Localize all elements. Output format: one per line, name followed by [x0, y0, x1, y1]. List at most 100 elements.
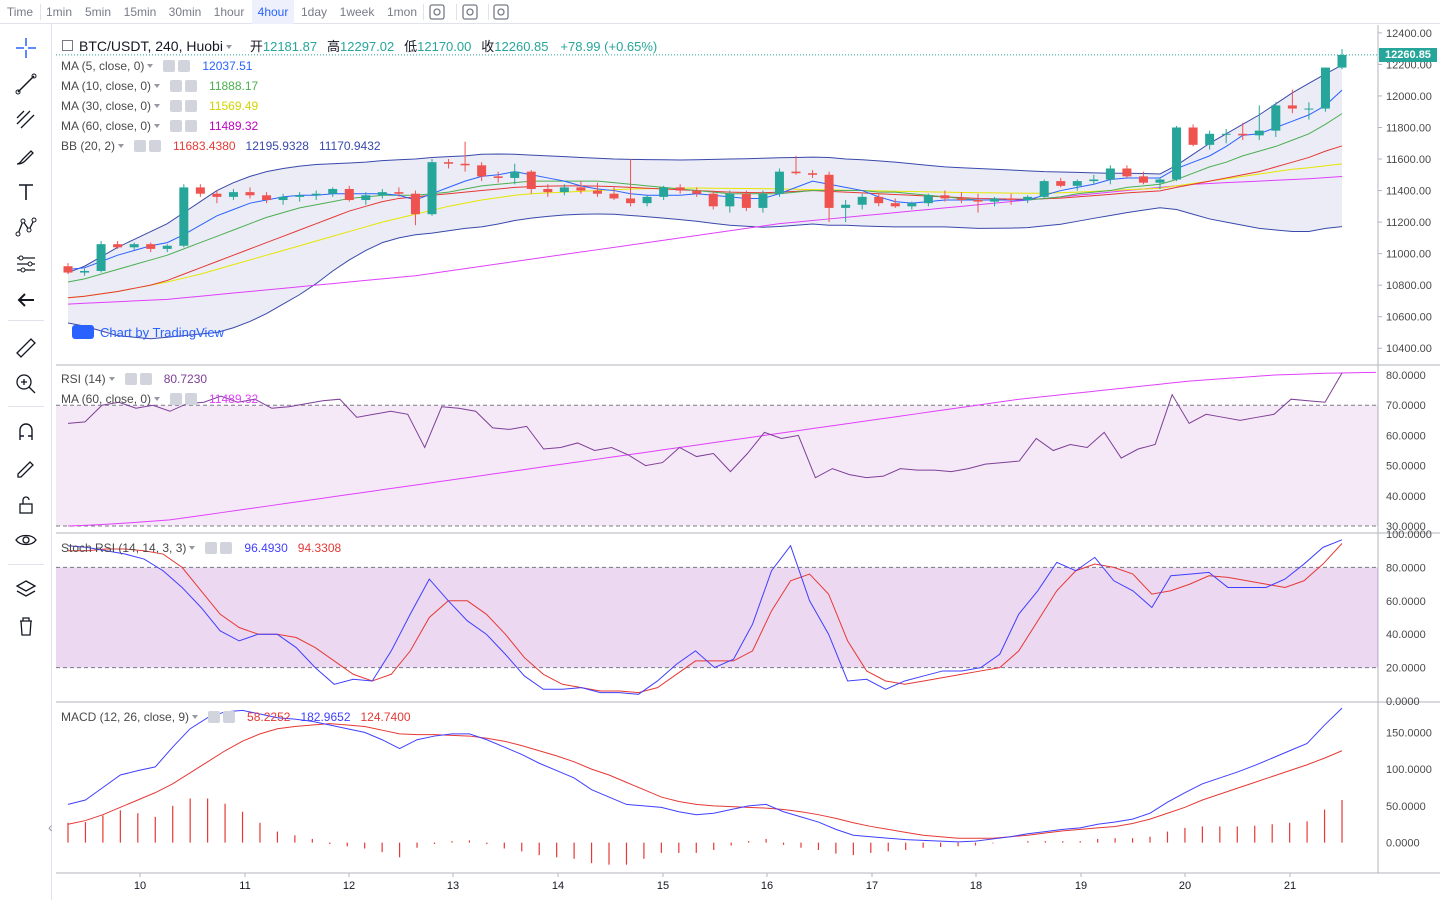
timeframe-4hour[interactable]: 4hour: [252, 0, 294, 24]
settings-icon[interactable]: [170, 120, 183, 132]
legend-stoch-rsi[interactable]: Stoch RSI (14, 14, 3, 3) 96.4930 94.3308: [61, 541, 341, 555]
settings-icon[interactable]: [208, 711, 221, 723]
chevron-down-icon[interactable]: [154, 104, 161, 108]
timeframe-1day[interactable]: 1day: [300, 5, 328, 19]
rsi-axis-label: 80.0000: [1386, 370, 1426, 382]
chevron-down-icon[interactable]: [189, 546, 196, 550]
text-tool-icon[interactable]: [12, 178, 40, 206]
screenshot-icon[interactable]: [491, 2, 511, 22]
close-label: 收: [481, 39, 495, 54]
settings-icon[interactable]: [134, 140, 147, 152]
time-axis-label: 10: [134, 880, 146, 892]
rsi-axis-label: 70.0000: [1386, 400, 1426, 412]
timeframe-30min[interactable]: 30min: [168, 5, 202, 19]
timeframe-1week[interactable]: 1week: [339, 5, 375, 19]
chevron-down-icon[interactable]: [154, 397, 161, 401]
scroll-left-icon: ‹: [48, 819, 53, 835]
legend-macd[interactable]: MACD (12, 26, close, 9) 58.2252 182.9652 12…: [61, 710, 411, 724]
zoom-in-icon[interactable]: [12, 370, 40, 398]
price-axis-label: 11800.00: [1386, 122, 1431, 134]
collapse-icon[interactable]: [62, 40, 73, 51]
stoch-axis-label: 40.0000: [1386, 629, 1426, 641]
settings-icon[interactable]: [170, 100, 183, 112]
legend-ma60[interactable]: MA (60, close, 0) 11489.32: [61, 119, 258, 133]
close-value: 12260.85: [494, 39, 549, 54]
pattern-icon[interactable]: [12, 214, 40, 242]
magnet-icon[interactable]: [12, 418, 40, 446]
candle-body: [195, 187, 205, 194]
candle-body: [1238, 133, 1248, 136]
prediction-icon[interactable]: [12, 250, 40, 278]
legend-rsi[interactable]: RSI (14) 80.7230: [61, 372, 207, 386]
lock-drawing-icon[interactable]: [12, 454, 40, 482]
close-icon[interactable]: [220, 542, 233, 554]
macd-signal-value: 124.7400: [360, 710, 411, 724]
stoch-label: Stoch RSI (14, 14, 3, 3): [61, 541, 187, 555]
watermark-text: Chart by TradingView: [100, 325, 225, 340]
timeframe-5min[interactable]: 5min: [84, 5, 111, 19]
timeframe-1min[interactable]: 1min: [45, 5, 72, 19]
ma10-value: 11888.17: [209, 79, 259, 93]
legend-ma30[interactable]: MA (30, close, 0) 11569.49: [61, 99, 258, 113]
candle-body: [1172, 127, 1182, 180]
candle-body: [692, 190, 702, 194]
close-icon[interactable]: [185, 393, 198, 405]
chevron-down-icon[interactable]: [147, 64, 154, 68]
chevron-down-icon[interactable]: [154, 84, 161, 88]
timeframe-15min[interactable]: 15min: [123, 5, 157, 19]
macd-value: 182.9652: [300, 710, 351, 724]
chevron-down-icon[interactable]: [108, 377, 115, 381]
close-icon[interactable]: [223, 711, 236, 723]
candle-body: [609, 193, 619, 199]
time-axis-label: 16: [761, 880, 773, 892]
back-arrow-icon[interactable]: [12, 286, 40, 314]
legend-bb[interactable]: BB (20, 2) 11683.4380 12195.9328 11170.9432: [61, 139, 381, 153]
tradingview-watermark[interactable]: Chart by TradingView: [72, 322, 224, 344]
chevron-down-icon[interactable]: [192, 715, 199, 719]
stoch-d-line: [68, 543, 1343, 694]
ma30-label: MA (30, close, 0): [61, 99, 152, 113]
chart-style-icon[interactable]: [427, 2, 447, 22]
legend-rsi-ma[interactable]: MA (60, close, 0) 11489.32: [61, 392, 258, 406]
layers-icon[interactable]: [12, 576, 40, 604]
bb-lower-line: [67, 207, 1343, 340]
crosshair-icon[interactable]: [12, 34, 40, 62]
close-icon[interactable]: [185, 100, 198, 112]
close-icon[interactable]: [178, 60, 191, 72]
symbol-legend[interactable]: BTC/USDT, 240, Huobi 开12181.87 高12297.02…: [62, 39, 657, 54]
candle-body: [477, 165, 487, 177]
settings-icon[interactable]: [170, 393, 183, 405]
eye-icon[interactable]: [12, 526, 40, 554]
candle-body: [1254, 130, 1264, 136]
close-icon[interactable]: [185, 80, 198, 92]
candle-body: [857, 196, 867, 205]
rsi-ma-label: MA (60, close, 0): [61, 392, 152, 406]
close-icon[interactable]: [139, 373, 152, 385]
settings-icon[interactable]: [460, 2, 480, 22]
close-icon[interactable]: [149, 140, 162, 152]
settings-icon[interactable]: [205, 542, 218, 554]
price-axis-label: 12200.00: [1386, 59, 1432, 71]
timeframe-1mon[interactable]: 1mon: [386, 5, 418, 19]
chevron-down-icon[interactable]: [154, 124, 161, 128]
settings-icon[interactable]: [170, 80, 183, 92]
fib-tool-icon[interactable]: [12, 106, 40, 134]
chevron-down-icon[interactable]: [118, 144, 125, 148]
close-icon[interactable]: [185, 120, 198, 132]
ruler-icon[interactable]: [12, 334, 40, 362]
settings-icon[interactable]: [124, 373, 137, 385]
legend-ma5[interactable]: MA (5, close, 0) 12037.51: [61, 59, 252, 73]
chevron-down-icon[interactable]: [225, 45, 232, 49]
timeframe-1hour[interactable]: 1hour: [213, 5, 245, 19]
timeframe-time[interactable]: Time: [6, 5, 34, 19]
rsi-axis-label: 50.0000: [1386, 461, 1426, 473]
trend-line-icon[interactable]: [12, 70, 40, 98]
last-price-tag: 12260.85: [1379, 47, 1437, 62]
settings-icon[interactable]: [163, 60, 176, 72]
brush-icon[interactable]: [12, 142, 40, 170]
trash-icon[interactable]: [12, 612, 40, 640]
candle-body: [493, 176, 503, 178]
unlock-icon[interactable]: [12, 490, 40, 518]
legend-ma10[interactable]: MA (10, close, 0) 11888.17: [61, 79, 258, 93]
